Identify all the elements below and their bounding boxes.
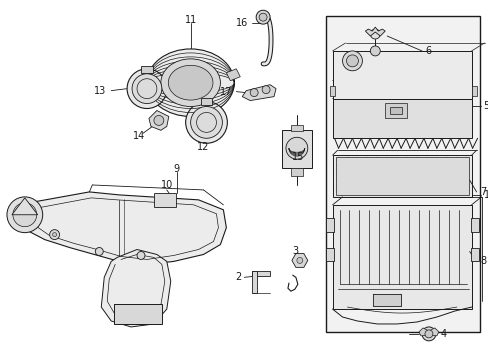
Polygon shape <box>15 192 226 264</box>
Polygon shape <box>365 27 385 36</box>
Text: 2: 2 <box>235 272 241 282</box>
Bar <box>469 248 478 261</box>
Circle shape <box>185 102 227 143</box>
Bar <box>372 294 400 306</box>
Bar <box>332 205 470 309</box>
Circle shape <box>262 86 269 94</box>
Circle shape <box>250 89 258 96</box>
Bar <box>290 125 302 131</box>
Bar <box>290 168 302 176</box>
Bar <box>325 16 479 332</box>
Text: 17: 17 <box>220 87 232 96</box>
Bar <box>252 271 257 293</box>
Text: 11: 11 <box>184 15 196 25</box>
Circle shape <box>132 74 162 104</box>
Bar <box>469 218 478 231</box>
Text: 6: 6 <box>424 46 430 56</box>
Ellipse shape <box>168 65 213 100</box>
Bar <box>114 304 162 324</box>
Text: 9: 9 <box>173 164 180 174</box>
Circle shape <box>369 29 380 39</box>
Circle shape <box>369 46 380 56</box>
Text: 12: 12 <box>197 142 209 152</box>
Polygon shape <box>12 198 38 215</box>
Polygon shape <box>332 51 470 99</box>
Bar <box>332 155 470 197</box>
Text: 8: 8 <box>480 256 486 266</box>
Circle shape <box>190 107 222 138</box>
Bar <box>329 86 334 96</box>
Bar <box>200 98 212 104</box>
Bar <box>385 103 406 118</box>
Circle shape <box>137 252 144 260</box>
Circle shape <box>259 13 266 21</box>
Ellipse shape <box>161 59 220 107</box>
Bar <box>282 130 311 168</box>
Ellipse shape <box>146 49 234 116</box>
Polygon shape <box>291 253 307 267</box>
Bar <box>252 271 269 276</box>
Bar <box>389 107 401 114</box>
Polygon shape <box>418 328 438 336</box>
Text: 7: 7 <box>480 187 486 197</box>
Circle shape <box>346 55 358 67</box>
Circle shape <box>95 248 103 256</box>
Text: 16: 16 <box>236 18 248 28</box>
Text: 15: 15 <box>291 152 304 162</box>
Bar <box>325 218 333 231</box>
Text: 5: 5 <box>483 100 488 111</box>
Bar <box>325 248 333 261</box>
Circle shape <box>127 69 166 108</box>
Circle shape <box>50 230 60 239</box>
Text: 14: 14 <box>133 131 145 141</box>
Circle shape <box>285 137 307 159</box>
Circle shape <box>342 51 362 71</box>
Bar <box>141 66 153 73</box>
Text: 10: 10 <box>161 180 173 190</box>
Circle shape <box>424 330 432 338</box>
Circle shape <box>256 10 269 24</box>
Polygon shape <box>149 111 168 130</box>
Polygon shape <box>332 99 470 138</box>
Text: 4: 4 <box>440 329 446 339</box>
Polygon shape <box>226 69 240 81</box>
Polygon shape <box>101 249 170 327</box>
Text: 13: 13 <box>94 86 106 96</box>
Polygon shape <box>242 85 275 100</box>
Circle shape <box>154 116 163 125</box>
Bar <box>154 193 175 207</box>
Text: 3: 3 <box>292 247 298 256</box>
Circle shape <box>296 257 302 264</box>
Circle shape <box>53 233 57 237</box>
Bar <box>470 86 476 96</box>
Circle shape <box>7 197 42 233</box>
Circle shape <box>421 327 435 341</box>
Bar <box>335 157 468 195</box>
Text: 1: 1 <box>483 190 488 200</box>
Circle shape <box>13 203 37 227</box>
